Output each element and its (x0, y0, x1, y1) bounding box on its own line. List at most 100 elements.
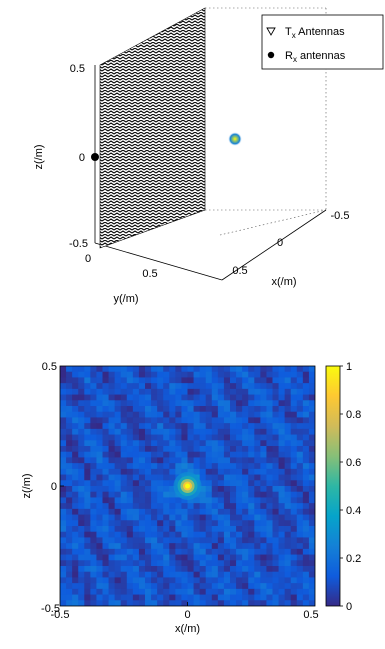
heatmap-cell (120, 497, 128, 504)
heatmap-cell (120, 451, 128, 458)
heatmap-cell (145, 423, 152, 430)
heatmap-cell (230, 554, 237, 561)
heatmap-cell (108, 474, 116, 481)
heatmap-cell (254, 474, 261, 481)
heatmap-cell (205, 468, 213, 475)
heatmap-cell (114, 394, 122, 401)
heatmap-cell (72, 406, 79, 413)
heatmap-cell (90, 566, 97, 573)
heatmap-cell (120, 480, 128, 487)
heatmap-cell (205, 594, 213, 601)
heatmap-cell (102, 428, 109, 435)
x-axis-ticks: -0.5 0 0.5 (232, 210, 349, 277)
heatmap-cell (230, 583, 237, 590)
heatmap-cell (199, 411, 207, 418)
heatmap-cell (78, 520, 85, 527)
heatmap-cell (60, 520, 67, 527)
heatmap-cell (290, 560, 298, 567)
heatmap-cell (217, 371, 225, 378)
heatmap-cell (272, 531, 279, 538)
heatmap-cell (302, 440, 310, 447)
heatmap-cell (175, 554, 182, 561)
heatmap-cell (223, 446, 231, 453)
legend[interactable]: Tx Antennas Rx antennas (261, 14, 384, 70)
heatmap-cell (108, 463, 116, 470)
heatmap-cell (96, 366, 103, 373)
heatmap-cell (72, 388, 79, 395)
heatmap-cell (199, 388, 207, 395)
heatmap-cell (114, 503, 122, 510)
heatmap-cell (169, 366, 176, 373)
heatmap-cell (181, 548, 188, 555)
heatmap-cell (66, 406, 73, 413)
heatmap-cell (151, 491, 158, 498)
heatmap-cell (254, 423, 261, 430)
heatmap-cell (102, 406, 109, 413)
heatmap-cell (248, 503, 255, 510)
heatmap-cell (217, 468, 225, 475)
heatmap-cell (96, 566, 103, 573)
heatmap-cell (108, 531, 116, 538)
heatmap-cell (278, 594, 286, 601)
heatmap-cell (126, 411, 134, 418)
heatmap-cell (96, 371, 103, 378)
heatmap-cell (308, 543, 315, 550)
heatmap-cell (272, 394, 279, 401)
heatmap-cell (72, 463, 79, 470)
heatmap-cell (302, 543, 310, 550)
x-tick-label: -0.5 (331, 210, 350, 222)
heatmap-cell (78, 463, 85, 470)
heatmap-cell (90, 543, 97, 550)
heatmap-cell (199, 446, 207, 453)
heatmap-cell (284, 394, 292, 401)
heatmap-cell (290, 423, 298, 430)
heatmap-cell (66, 508, 73, 515)
heatmap-cell (211, 588, 219, 595)
heatmap-cell (254, 406, 261, 413)
heatmap-cell (199, 566, 207, 573)
heatmap-peak (173, 472, 202, 500)
heatmap-cell (193, 543, 201, 550)
heatmap-cell (211, 394, 219, 401)
heatmap-cell (181, 531, 188, 538)
heatmap-cell (308, 594, 315, 601)
heatmap-cell (151, 486, 158, 493)
heatmap-cell (90, 526, 97, 533)
heatmap-cell (84, 383, 91, 390)
heatmap-cell (175, 423, 182, 430)
heatmap-cell (211, 400, 219, 407)
heatmap-cell (175, 451, 182, 458)
heatmap-cell (78, 371, 85, 378)
heatmap-cell (138, 371, 146, 378)
heatmap-cell (254, 468, 261, 475)
heatmap-cell (242, 446, 249, 453)
heatmap-cell (132, 468, 140, 475)
heatmap-cell (242, 486, 249, 493)
heatmap-cell (290, 571, 298, 578)
heatmap-cell (302, 474, 310, 481)
heatmap-cell (181, 423, 188, 430)
heatmap-cell (90, 571, 97, 578)
heatmap-cell (242, 497, 249, 504)
heatmap-cell (193, 600, 201, 606)
heatmap-cell (72, 531, 79, 538)
heatmap-cell (175, 531, 182, 538)
heatmap-cell (84, 543, 91, 550)
heatmap-cell (308, 446, 315, 453)
heatmap-cell (84, 406, 91, 413)
heatmap-cell (72, 377, 79, 384)
heatmap-cell (260, 600, 267, 606)
heatmap-cell (169, 526, 176, 533)
heatmap-cell (236, 554, 243, 561)
heatmap-cell (242, 571, 249, 578)
heatmap-cell (278, 446, 286, 453)
heatmap-cell (84, 463, 91, 470)
heatmap-cell (90, 548, 97, 555)
heatmap-cell (230, 503, 237, 510)
heatmap-cell (230, 417, 237, 424)
heatmap-cell (163, 486, 170, 493)
heatmap-cell (242, 526, 249, 533)
heatmap-cell (260, 411, 267, 418)
heatmap-cell (132, 531, 140, 538)
heatmap-cell (126, 594, 134, 601)
